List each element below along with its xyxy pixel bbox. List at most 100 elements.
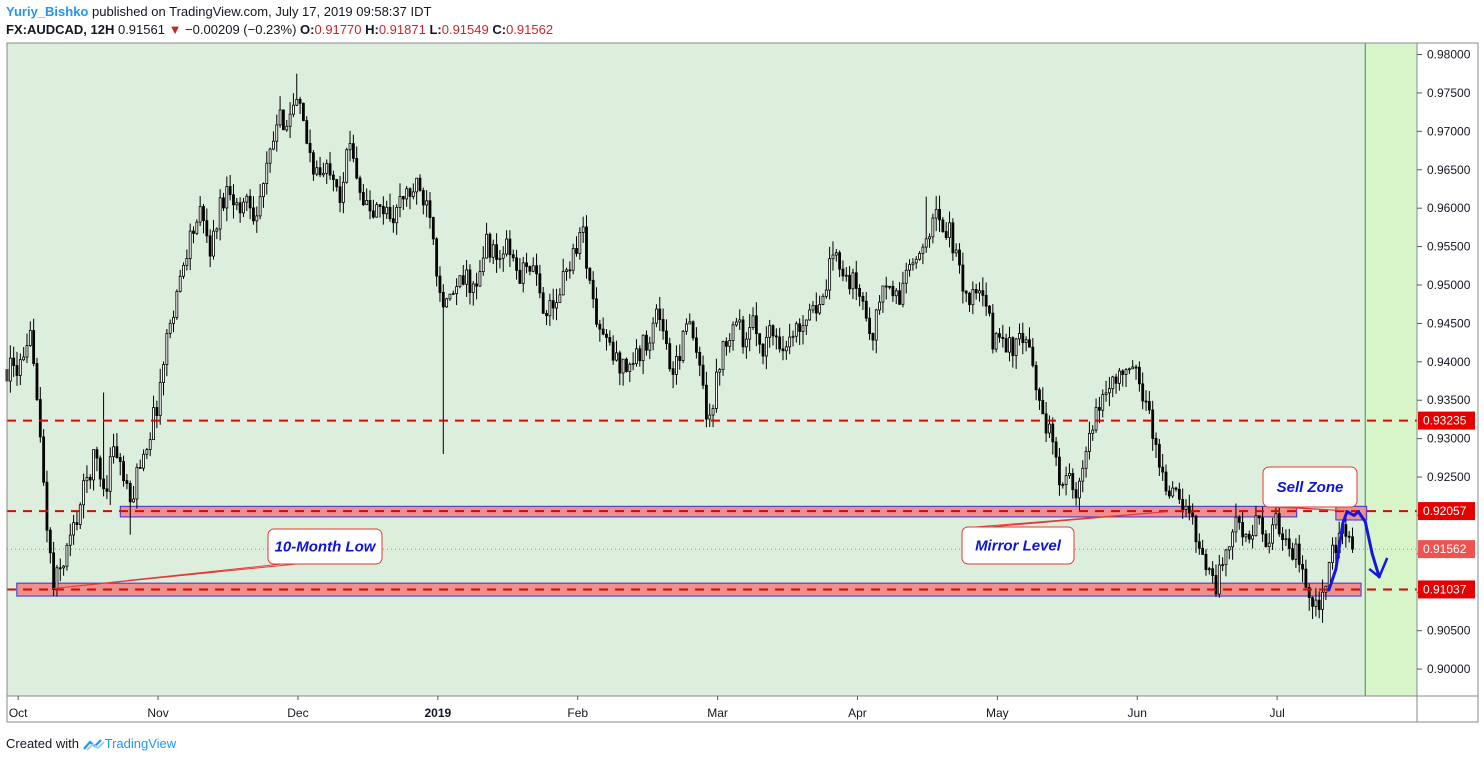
candle-body xyxy=(125,480,129,484)
candle xyxy=(1024,336,1028,352)
candle-body xyxy=(844,274,848,277)
candle xyxy=(1294,538,1298,568)
candle-body xyxy=(338,186,342,203)
candle-body xyxy=(425,200,429,206)
candle-body xyxy=(75,522,79,525)
candle xyxy=(991,304,995,354)
tradingview-link[interactable]: TradingView xyxy=(104,736,177,751)
author-name[interactable]: Yuriy_Bishko xyxy=(6,4,89,19)
candle xyxy=(1031,338,1035,368)
candle-body xyxy=(228,186,232,196)
candle xyxy=(928,233,931,248)
candle-body xyxy=(272,140,275,150)
candle xyxy=(1247,530,1251,544)
candle-body xyxy=(884,285,888,288)
candle xyxy=(1144,390,1148,411)
price-tick-label: 0.94500 xyxy=(1427,316,1471,330)
callout-box xyxy=(1262,466,1358,508)
level-price-label: 0.91037 xyxy=(1423,582,1467,596)
candle-body xyxy=(318,167,322,176)
candle xyxy=(152,395,155,441)
candle-body xyxy=(695,337,698,353)
candle-body xyxy=(388,206,392,220)
candle xyxy=(1154,432,1158,459)
candle-body xyxy=(1081,467,1085,482)
candle-body xyxy=(1034,364,1038,391)
price-tick-label: 0.97500 xyxy=(1427,86,1471,100)
candle-body xyxy=(1164,471,1168,492)
candle-body xyxy=(658,308,662,320)
candle-body xyxy=(1038,389,1041,401)
candle xyxy=(388,193,392,222)
candle xyxy=(701,355,705,390)
candle-body xyxy=(411,191,415,197)
candle xyxy=(555,288,558,321)
candle xyxy=(668,337,672,372)
candle xyxy=(491,239,495,265)
candle-body xyxy=(981,290,985,296)
candle xyxy=(1104,380,1108,402)
candle-body xyxy=(421,190,425,206)
candle xyxy=(1014,337,1018,369)
candle xyxy=(545,309,548,326)
candle xyxy=(338,175,342,213)
candle-body xyxy=(864,300,868,319)
candle-body xyxy=(115,446,119,458)
candle-body xyxy=(714,371,718,409)
candle xyxy=(641,334,645,375)
candle-body xyxy=(511,254,515,259)
candle xyxy=(911,258,915,271)
candle xyxy=(791,330,795,347)
candle-body xyxy=(45,481,49,531)
candle xyxy=(1257,515,1261,525)
candle xyxy=(894,287,898,305)
candle xyxy=(1304,559,1308,589)
candle xyxy=(528,265,532,276)
candle xyxy=(1127,367,1131,375)
candle xyxy=(744,332,748,359)
candle xyxy=(92,449,95,491)
candle-body xyxy=(615,352,618,361)
candle xyxy=(734,317,738,327)
candle-body xyxy=(708,414,712,420)
candle xyxy=(751,307,755,330)
candle-body xyxy=(145,449,149,455)
candle-body xyxy=(1211,568,1215,576)
candle xyxy=(964,290,968,303)
candle xyxy=(45,470,49,543)
candle-body xyxy=(1227,546,1231,551)
candle-body xyxy=(491,244,495,258)
candle-body xyxy=(621,358,625,374)
candle xyxy=(378,204,382,218)
candle-body xyxy=(858,287,862,297)
publication-line: Yuriy_Bishko published on TradingView.co… xyxy=(6,4,431,19)
candle-body xyxy=(778,336,782,350)
candle-body xyxy=(1061,484,1065,486)
candle-body xyxy=(152,407,155,441)
candle xyxy=(488,232,492,263)
candle-body xyxy=(625,358,628,372)
candle xyxy=(948,211,951,248)
candle xyxy=(42,429,46,486)
candle-body xyxy=(112,446,115,458)
candle xyxy=(108,447,112,506)
candle-body xyxy=(681,330,685,361)
candle-body xyxy=(468,269,472,293)
price-tick-label: 0.93500 xyxy=(1427,393,1471,407)
candle-body xyxy=(578,232,582,254)
candle xyxy=(1018,323,1021,346)
candle-body xyxy=(405,188,409,200)
candle-body xyxy=(252,207,255,222)
candle xyxy=(1121,369,1125,387)
candle-body xyxy=(1221,564,1225,567)
candle-body xyxy=(824,289,828,297)
candle xyxy=(611,335,615,365)
candle xyxy=(335,178,339,192)
candle xyxy=(345,147,349,184)
candle xyxy=(771,324,775,346)
candle-body xyxy=(968,292,971,306)
candle-body xyxy=(505,238,508,255)
candle xyxy=(315,160,319,177)
candle-body xyxy=(1008,337,1011,353)
